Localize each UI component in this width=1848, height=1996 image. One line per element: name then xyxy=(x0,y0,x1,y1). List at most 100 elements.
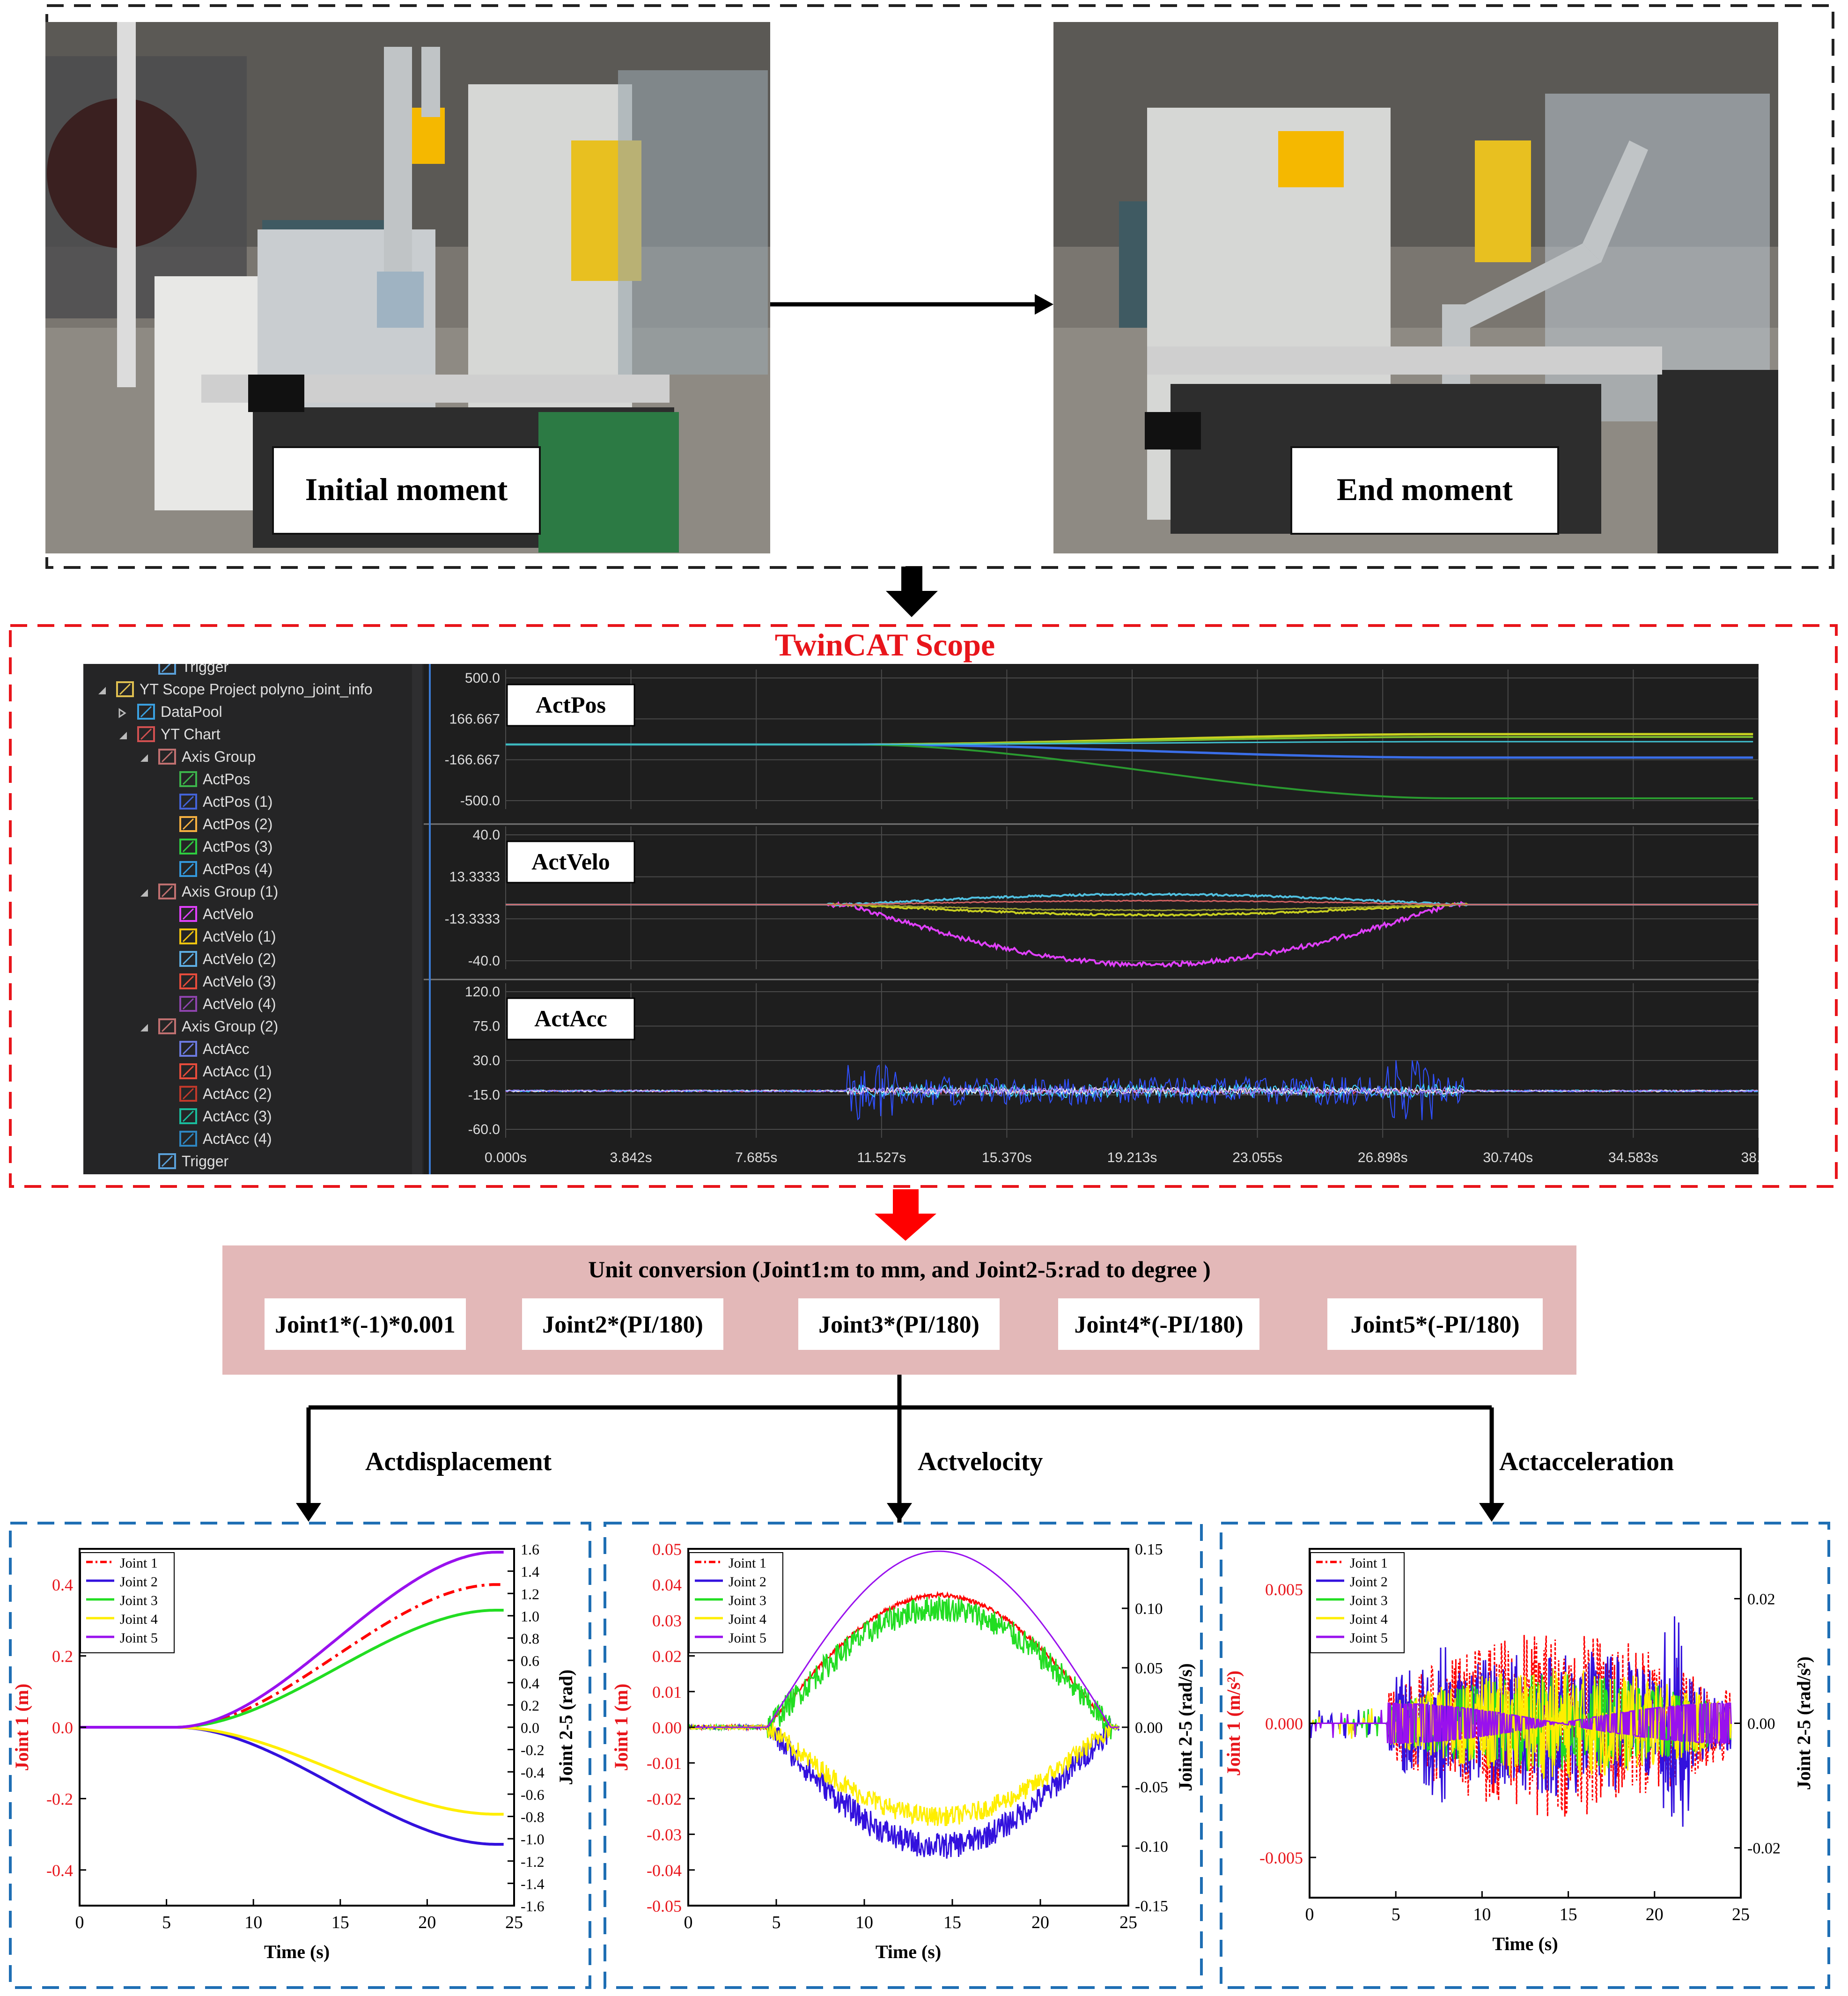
y-right-tick-label: 0.10 xyxy=(1135,1600,1163,1618)
scope-time-tick: 30.740s xyxy=(1483,1150,1533,1165)
scope-tree-item[interactable]: ActAcc (1) xyxy=(179,1063,272,1080)
y-right-tick-label: 0.0 xyxy=(521,1719,539,1736)
scope-tree-item[interactable]: ActAcc xyxy=(179,1040,250,1057)
scope-tree-item[interactable]: YT Chart xyxy=(119,726,221,743)
scope-tree-label: ActAcc xyxy=(203,1040,250,1057)
expand-triangle-icon[interactable] xyxy=(140,754,148,762)
scope-panel-label: ActPos xyxy=(536,692,606,718)
legend-label: Joint 2 xyxy=(120,1574,158,1590)
y-left-axis-label: Joint 1 (m/s²) xyxy=(1223,1671,1244,1776)
arrowhead-acceleration xyxy=(1479,1503,1504,1522)
expand-triangle-icon[interactable] xyxy=(140,889,148,897)
scope-time-tick: 19.213s xyxy=(1107,1150,1157,1165)
scope-tree-item[interactable]: ActPos xyxy=(179,771,250,788)
channel-icon-stroke xyxy=(182,1110,194,1122)
conversion-item-label: Joint3*(PI/180) xyxy=(818,1311,979,1338)
y-left-tick-label: 0.2 xyxy=(52,1647,73,1666)
series-line-joint-2 xyxy=(80,1726,504,1846)
conversion-item: Joint1*(-1)*0.001 xyxy=(265,1298,466,1350)
y-right-tick-label: -0.2 xyxy=(521,1742,545,1759)
scope-tree-item[interactable]: ActVelo xyxy=(179,906,254,922)
scope-tree-item[interactable]: ActPos (1) xyxy=(179,793,272,810)
channel-icon xyxy=(158,884,176,899)
channel-icon-stroke xyxy=(182,840,194,853)
channel-icon-stroke xyxy=(161,885,173,898)
channel-icon-stroke xyxy=(182,795,194,808)
y-right-tick-label: 0.02 xyxy=(1747,1591,1775,1608)
y-right-tick-label: 0.6 xyxy=(521,1652,539,1669)
scope-tree-item[interactable]: DataPool xyxy=(118,703,222,720)
scope-panel-label-box: ActAcc xyxy=(506,997,635,1040)
y-left-tick-label: -0.2 xyxy=(46,1790,73,1808)
x-tick-label: 25 xyxy=(505,1913,523,1932)
scope-tree-item[interactable]: Axis Group xyxy=(140,748,256,765)
chart-box-velocity xyxy=(604,1522,1203,1989)
channel-icon-stroke xyxy=(119,683,131,695)
conversion-item: Joint4*(-PI/180) xyxy=(1058,1298,1259,1350)
channel-icon-stroke xyxy=(182,1088,194,1100)
scope-actvelo-trace xyxy=(506,899,1758,906)
scope-y-tick: 120.0 xyxy=(465,984,500,1000)
channel-icon xyxy=(179,794,197,810)
scope-time-tick: 0.000s xyxy=(485,1150,527,1165)
channel-icon-stroke xyxy=(182,1043,194,1055)
scope-title: TwinCAT Scope xyxy=(775,627,995,663)
scope-tree-item[interactable]: ActPos (2) xyxy=(179,816,272,832)
channel-icon xyxy=(179,771,197,787)
legend-label: Joint 5 xyxy=(1350,1630,1388,1646)
scope-tree-item[interactable]: ActVelo (3) xyxy=(179,973,276,990)
conversion-item: Joint2*(PI/180) xyxy=(522,1298,723,1350)
y-right-axis-label: Joint 2-5 (rad/s²) xyxy=(1793,1657,1814,1790)
scope-time-tick: 23.055s xyxy=(1232,1150,1282,1165)
scope-tree-label: ActVelo (1) xyxy=(203,928,276,945)
end-moment-label: End moment xyxy=(1337,471,1513,507)
scope-tree-label: Trigger xyxy=(182,658,229,675)
channel-icon-stroke xyxy=(182,773,194,785)
scope-tree-item[interactable]: Trigger xyxy=(158,1153,229,1170)
expand-triangle-icon[interactable] xyxy=(98,687,106,694)
channel-icon-stroke xyxy=(182,1065,194,1077)
y-left-tick-label: 0.000 xyxy=(1265,1715,1303,1733)
series-line-joint-5 xyxy=(688,1550,1119,1728)
y-right-tick-label: 1.0 xyxy=(521,1608,539,1625)
x-axis-label: Time (s) xyxy=(1492,1933,1558,1954)
scope-tree-item[interactable]: ActVelo (4) xyxy=(179,995,276,1012)
channel-icon-stroke xyxy=(182,930,194,943)
channel-icon-stroke xyxy=(161,1155,173,1167)
scope-tree-label: ActVelo (3) xyxy=(203,973,276,990)
scope-tree-item[interactable]: ActAcc (2) xyxy=(179,1085,272,1102)
conversion-item-label: Joint4*(-PI/180) xyxy=(1074,1311,1243,1338)
y-left-tick-label: -0.04 xyxy=(647,1861,682,1880)
scope-tree-item[interactable]: ActAcc (3) xyxy=(179,1108,272,1125)
channel-icon xyxy=(179,951,197,967)
collapse-triangle-icon[interactable] xyxy=(118,708,126,718)
channel-icon xyxy=(137,704,155,720)
y-right-tick-label: -0.05 xyxy=(1135,1779,1168,1796)
chart-displacement: 0 5 10 15 20 25 Time (s) -0.4 -0.2 0.0 0.2 0.4 -1.6 -… xyxy=(11,1541,576,1962)
scope-tree-item[interactable]: Axis Group (1) xyxy=(140,883,278,900)
x-tick-label: 5 xyxy=(1392,1905,1400,1924)
scope-tree-item[interactable]: ActVelo (2) xyxy=(179,950,276,967)
expand-triangle-icon[interactable] xyxy=(140,1024,148,1031)
scope-tree-item[interactable]: ActAcc (4) xyxy=(179,1130,272,1147)
y-right-axis-label: Joint 2-5 (rad/s) xyxy=(1175,1663,1196,1791)
scope-tree-item[interactable]: YT Scope Project polyno_joint_info xyxy=(98,681,373,698)
scope-tree-item[interactable]: ActPos (4) xyxy=(179,861,272,877)
x-tick-label: 20 xyxy=(1031,1913,1049,1932)
chart-series-group xyxy=(1309,1616,1732,1827)
x-tick-label: 25 xyxy=(1119,1913,1137,1932)
series-line-joint-2 xyxy=(687,1718,1120,1859)
chart-velocity: 0 5 10 15 20 25 Time (s) -0.05 -0.04 -0.03 -0.02 -0… xyxy=(611,1540,1196,1962)
channel-icon xyxy=(179,1086,197,1102)
scope-tree-item[interactable]: ActVelo (1) xyxy=(179,928,276,945)
expand-triangle-icon[interactable] xyxy=(119,732,127,739)
scope-tree-label: ActAcc (2) xyxy=(203,1085,272,1102)
scope-tree-item[interactable]: Axis Group (2) xyxy=(140,1018,278,1035)
x-tick-label: 5 xyxy=(162,1913,171,1932)
scope-tree-item[interactable]: ActPos (3) xyxy=(179,838,272,855)
x-axis-label: Time (s) xyxy=(876,1941,941,1962)
scope-tree-item[interactable]: Trigger xyxy=(158,658,229,675)
channel-icon xyxy=(179,1041,197,1057)
y-left-tick-label: 0.01 xyxy=(652,1683,682,1701)
